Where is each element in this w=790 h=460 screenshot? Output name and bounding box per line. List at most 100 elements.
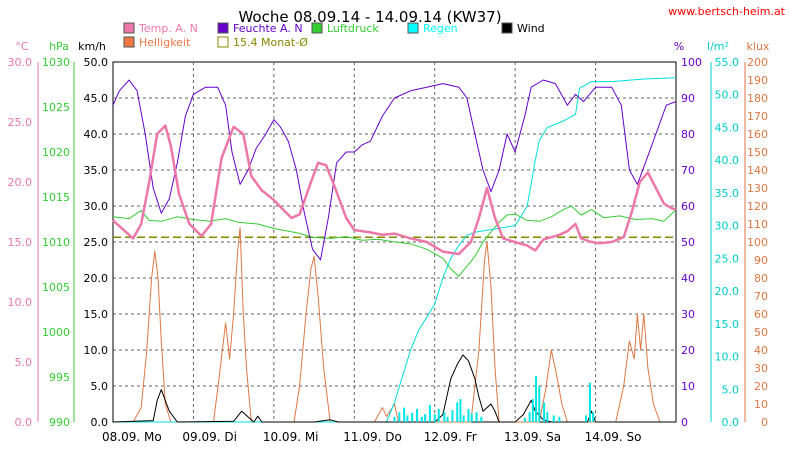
x-label: 11.09. Do — [343, 430, 402, 444]
tick-label-hum: 50 — [681, 236, 695, 249]
tick-label-temp: 15.0 — [8, 236, 33, 249]
tick-label-bright: 50 — [754, 326, 768, 339]
tick-label-bright: 10 — [754, 398, 768, 411]
rain-bar — [543, 402, 546, 422]
tick-label-bright: 40 — [754, 344, 768, 357]
legend-swatch-bright — [123, 36, 135, 48]
tick-label-rain: 55.0 — [715, 56, 740, 69]
unit-label-press: hPa — [49, 40, 69, 53]
tick-label-rain: 10.0 — [715, 351, 740, 364]
right-axes: 01020304050607080901000.05.010.015.020.0… — [681, 56, 768, 429]
series-group — [112, 77, 677, 423]
rain-bar — [475, 412, 478, 422]
tick-label-wind: 10.0 — [84, 344, 109, 357]
tick-label-bright: 150 — [747, 146, 768, 159]
legend-label-temp: Temp. A. N — [138, 22, 198, 35]
rain-bar — [420, 416, 423, 422]
rain-bar — [428, 404, 431, 422]
tick-label-bright: 170 — [747, 110, 768, 123]
rain-bar — [446, 416, 449, 422]
tick-label-wind: 35.0 — [84, 164, 109, 177]
rain-bar — [538, 386, 541, 422]
tick-label-temp: 20.0 — [8, 176, 33, 189]
tick-label-press: 1005 — [42, 281, 70, 294]
source-link[interactable]: www.bertsch-heim.at — [668, 5, 786, 18]
tick-label-bright: 130 — [747, 182, 768, 195]
tick-label-rain: 45.0 — [715, 121, 740, 134]
legend-label-bright: Helligkeit — [139, 36, 191, 49]
rain-bar — [456, 402, 459, 422]
tick-label-rain: 35.0 — [715, 187, 740, 200]
unit-label-bright: klux — [747, 40, 770, 53]
x-label: 08.09. Mo — [102, 430, 162, 444]
tick-label-hum: 80 — [681, 128, 695, 141]
tick-label-press: 1030 — [42, 56, 70, 69]
rain-bar — [467, 408, 470, 422]
tick-label-press: 1010 — [42, 236, 70, 249]
tick-label-temp: 10.0 — [8, 296, 33, 309]
legend-swatch-hum — [217, 22, 229, 34]
tick-label-rain: 15.0 — [715, 318, 740, 331]
tick-label-rain: 30.0 — [715, 220, 740, 233]
rain-bar — [584, 415, 587, 422]
tick-label-wind: 0.0 — [91, 416, 109, 429]
rain-bar — [531, 399, 534, 422]
tick-label-temp: 0.0 — [15, 416, 33, 429]
tick-label-hum: 20 — [681, 344, 695, 357]
rain-bar — [403, 407, 406, 422]
rain-bar — [433, 414, 436, 422]
rain-bar — [393, 416, 396, 422]
tick-label-bright: 110 — [747, 218, 768, 231]
left-axes: 0.0 5.0 10.0 15.0 20.0 25.0 30.0 990 995 1000 1005… — [8, 56, 109, 429]
tick-label-bright: 120 — [747, 200, 768, 213]
tick-label-bright: 60 — [754, 308, 768, 321]
rain-bar — [470, 413, 473, 422]
rain-bar — [480, 416, 483, 422]
series-line-wind — [112, 354, 676, 423]
tick-label-bright: 140 — [747, 164, 768, 177]
rain-bar — [592, 412, 595, 422]
tick-label-press: 990 — [49, 416, 70, 429]
rain-bar — [523, 418, 526, 422]
tick-label-press: 1025 — [42, 101, 70, 114]
tick-label-temp: 25.0 — [8, 116, 33, 129]
rain-bar — [406, 415, 409, 422]
tick-label-rain: 5.0 — [722, 383, 740, 396]
unit-label-rain: l/m² — [707, 40, 729, 53]
series-line-rain — [113, 77, 677, 423]
rain-bar — [437, 408, 440, 422]
unit-label-wind: km/h — [78, 40, 106, 53]
tick-label-hum: 40 — [681, 272, 695, 285]
tick-label-wind: 25.0 — [84, 236, 109, 249]
series-line-temp — [112, 124, 677, 256]
legend-label-wind: Wind — [517, 22, 545, 35]
legend-swatch-temp — [123, 22, 135, 34]
tick-label-hum: 10 — [681, 380, 695, 393]
tick-label-bright: 160 — [747, 128, 768, 141]
x-label: 12.09. Fr — [424, 430, 477, 444]
legend-label-avg: 15.4 Monat-Ø — [233, 36, 308, 49]
tick-label-rain: 0.0 — [722, 416, 740, 429]
tick-label-bright: 200 — [747, 56, 768, 69]
tick-label-wind: 30.0 — [84, 200, 109, 213]
tick-label-rain: 25.0 — [715, 252, 740, 265]
tick-label-wind: 20.0 — [84, 272, 109, 285]
rain-bar — [588, 382, 591, 422]
tick-label-bright: 30 — [754, 362, 768, 375]
tick-label-rain: 40.0 — [715, 154, 740, 167]
legend-label-hum: Feuchte A. N — [233, 22, 303, 35]
tick-label-press: 1015 — [42, 191, 70, 204]
legend-swatch-avg — [217, 36, 229, 48]
rain-bar — [451, 410, 454, 422]
tick-label-hum: 90 — [681, 92, 695, 105]
rain-bar — [411, 412, 414, 422]
rain-bar — [459, 399, 462, 422]
tick-label-rain: 50.0 — [715, 89, 740, 102]
legend: Temp. A. N Feuchte A. N Luftdruck Regen Wind… — [123, 22, 545, 49]
x-label: 10.09. Mi — [263, 430, 319, 444]
x-label: 13.09. Sa — [504, 430, 561, 444]
tick-label-bright: 100 — [747, 236, 768, 249]
tick-label-temp: 30.0 — [8, 56, 33, 69]
rain-bars — [393, 376, 595, 422]
